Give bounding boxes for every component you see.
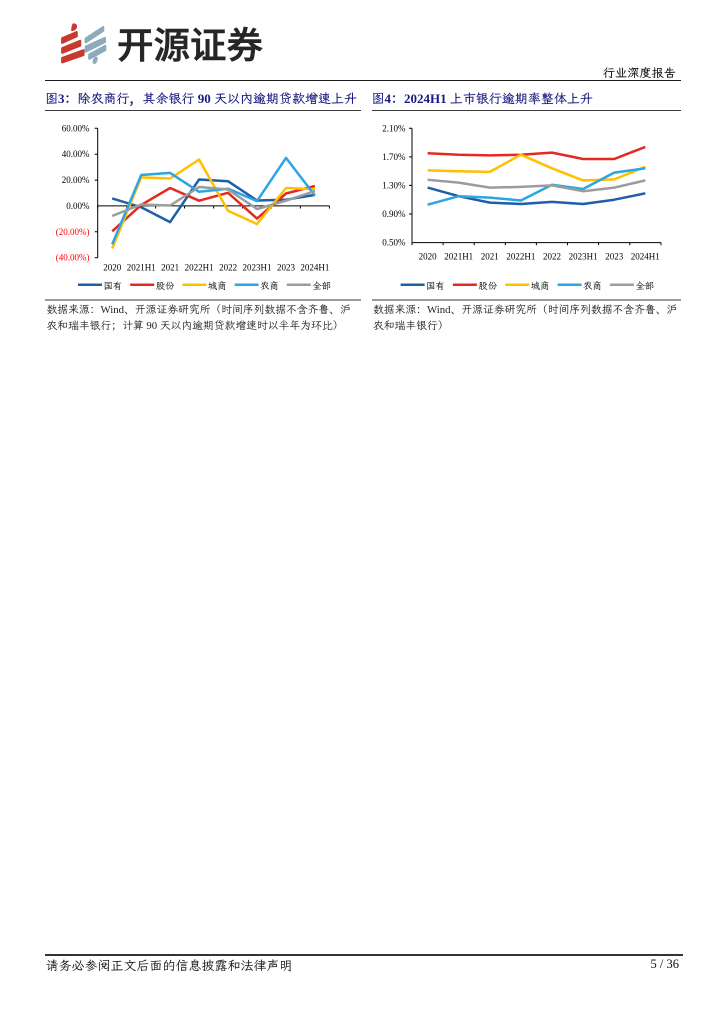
svg-text:2021: 2021 [481,252,499,262]
svg-text:2023: 2023 [277,262,296,272]
svg-text:城商: 城商 [208,280,227,292]
svg-text:1.30%: 1.30% [382,181,406,191]
svg-text:2022: 2022 [543,252,561,262]
svg-text:2022H1: 2022H1 [185,262,214,272]
svg-text:1.70%: 1.70% [382,152,406,162]
svg-text:城商: 城商 [531,280,550,292]
svg-text:2023H1: 2023H1 [569,252,598,262]
svg-text:农商: 农商 [583,280,602,292]
svg-text:2021: 2021 [161,262,179,272]
svg-text:20.00%: 20.00% [62,175,90,185]
svg-text:农商: 农商 [260,280,279,292]
svg-text:40.00%: 40.00% [62,149,90,159]
svg-text:2022: 2022 [219,262,237,272]
svg-text:2022H1: 2022H1 [506,252,535,262]
svg-text:2023: 2023 [605,252,624,262]
svg-text:股份: 股份 [478,281,497,292]
svg-text:2021H1: 2021H1 [444,252,473,262]
svg-text:国有: 国有 [104,281,123,292]
svg-text:国有: 国有 [426,281,445,292]
svg-text:2024H1: 2024H1 [631,252,660,262]
svg-text:(20.00%): (20.00%) [56,227,90,237]
svg-text:60.00%: 60.00% [62,123,90,133]
svg-text:全部: 全部 [635,281,654,292]
svg-text:0.50%: 0.50% [382,238,406,248]
svg-text:股份: 股份 [156,281,175,292]
svg-text:2020: 2020 [103,262,122,272]
svg-text:2020: 2020 [419,252,438,262]
svg-text:全部: 全部 [312,281,331,292]
svg-text:2.10%: 2.10% [382,123,406,133]
svg-text:2024H1: 2024H1 [300,262,329,272]
svg-text:2021H1: 2021H1 [127,262,156,272]
svg-text:0.90%: 0.90% [382,209,406,219]
svg-text:2023H1: 2023H1 [243,262,272,272]
svg-text:0.00%: 0.00% [66,201,90,211]
svg-text:(40.00%): (40.00%) [56,253,90,263]
